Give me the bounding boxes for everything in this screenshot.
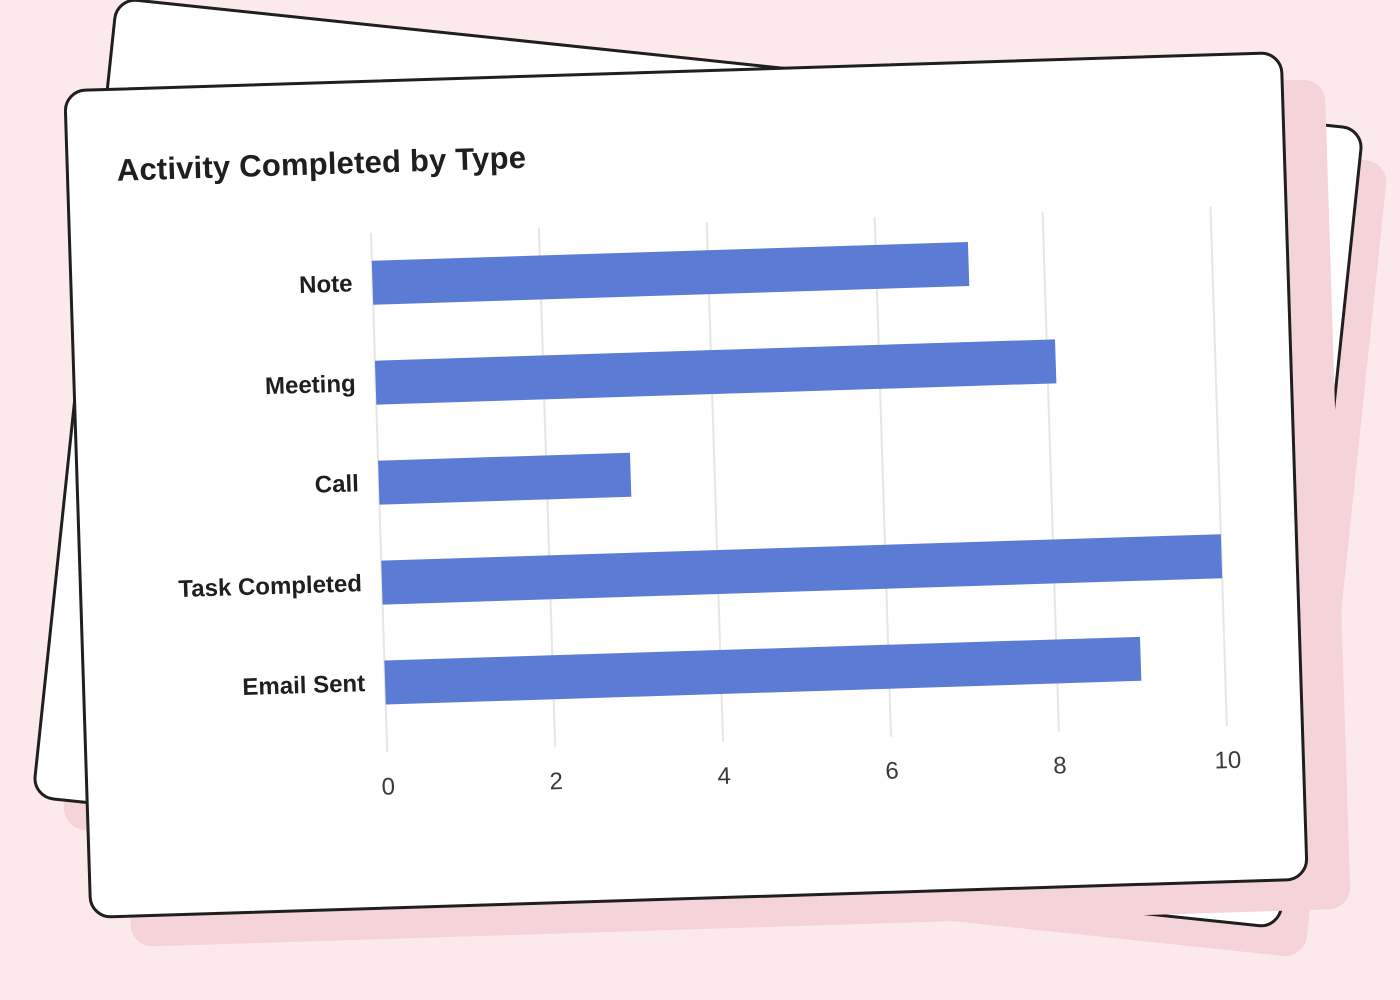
category-label: Note (299, 270, 353, 299)
category-label: Email Sent (242, 670, 366, 701)
bar (371, 242, 970, 305)
category-label: Meeting (265, 370, 356, 400)
x-tick-label: 8 (1053, 752, 1067, 779)
category-label: Task Completed (178, 570, 362, 603)
bar (381, 534, 1223, 605)
bars (371, 242, 1223, 705)
bar (384, 636, 1142, 705)
x-tick-label: 2 (549, 768, 563, 795)
bar (378, 452, 632, 505)
x-tick-label: 4 (717, 763, 731, 790)
gridline (1209, 206, 1228, 727)
x-tick-label: 6 (885, 757, 899, 784)
category-labels: Note Meeting Call Task Completed Email Sent (178, 270, 366, 701)
bar (374, 339, 1057, 405)
category-label: Call (314, 470, 359, 498)
x-tick-label: 10 (1214, 747, 1242, 775)
chart-card: Activity Completed by Type Note Meeting Ca… (63, 51, 1309, 919)
x-axis-ticks: 0 2 4 6 8 10 (381, 747, 1241, 801)
x-tick-label: 0 (381, 773, 395, 800)
